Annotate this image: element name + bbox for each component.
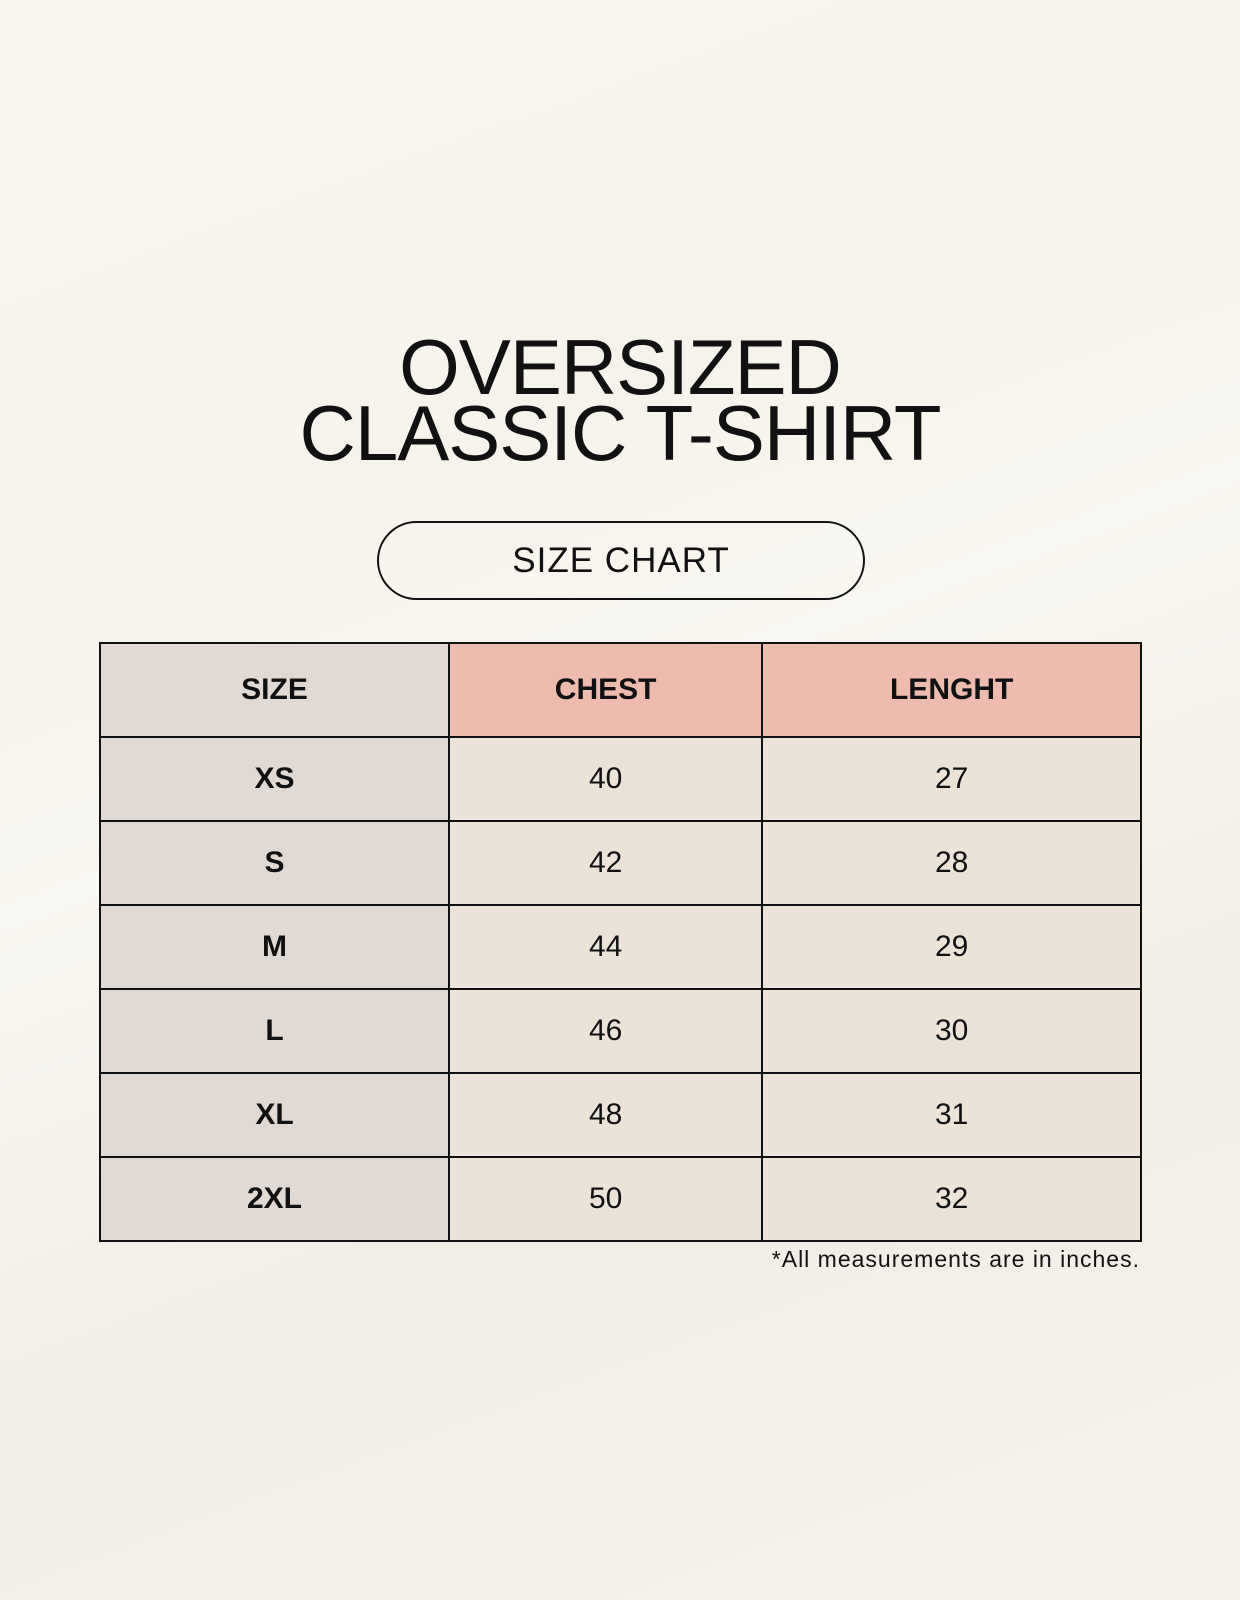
- chest-cell: 42: [447, 820, 764, 906]
- length-cell: 30: [761, 988, 1142, 1074]
- size-table: SIZE CHEST LENGHT XS 40 27 S 42 28 M 44 29 L 46 30 X…: [99, 642, 1142, 1242]
- length-cell: 31: [761, 1072, 1142, 1158]
- length-cell: 32: [761, 1156, 1142, 1242]
- size-cell: S: [99, 820, 450, 906]
- size-cell: L: [99, 988, 450, 1074]
- size-cell: XS: [99, 736, 450, 822]
- page-title: OVERSIZED CLASSIC T-SHIRT: [0, 323, 1240, 477]
- table-row: XL 48 31: [99, 1072, 1142, 1158]
- header-chest: CHEST: [447, 642, 764, 738]
- chest-cell: 40: [447, 736, 764, 822]
- badge-label: SIZE CHART: [512, 540, 730, 580]
- footnote: *All measurements are in inches.: [771, 1246, 1140, 1272]
- size-cell: 2XL: [99, 1156, 450, 1242]
- title-line-1: OVERSIZED: [399, 323, 842, 411]
- header-length: LENGHT: [761, 642, 1142, 738]
- chest-cell: 48: [447, 1072, 764, 1158]
- size-chart-badge: SIZE CHART: [377, 521, 865, 600]
- size-cell: M: [99, 904, 450, 990]
- chest-cell: 50: [447, 1156, 764, 1242]
- table-row: M 44 29: [99, 904, 1142, 990]
- table-row: S 42 28: [99, 820, 1142, 906]
- length-cell: 28: [761, 820, 1142, 906]
- header-row: SIZE CHEST LENGHT: [99, 642, 1142, 738]
- table-row: L 46 30: [99, 988, 1142, 1074]
- table-row: 2XL 50 32: [99, 1156, 1142, 1242]
- chest-cell: 44: [447, 904, 764, 990]
- length-cell: 27: [761, 736, 1142, 822]
- title-line-2: CLASSIC T-SHIRT: [299, 389, 942, 477]
- size-cell: XL: [99, 1072, 450, 1158]
- header-size: SIZE: [99, 642, 450, 738]
- chest-cell: 46: [447, 988, 764, 1074]
- length-cell: 29: [761, 904, 1142, 990]
- table-row: XS 40 27: [99, 736, 1142, 822]
